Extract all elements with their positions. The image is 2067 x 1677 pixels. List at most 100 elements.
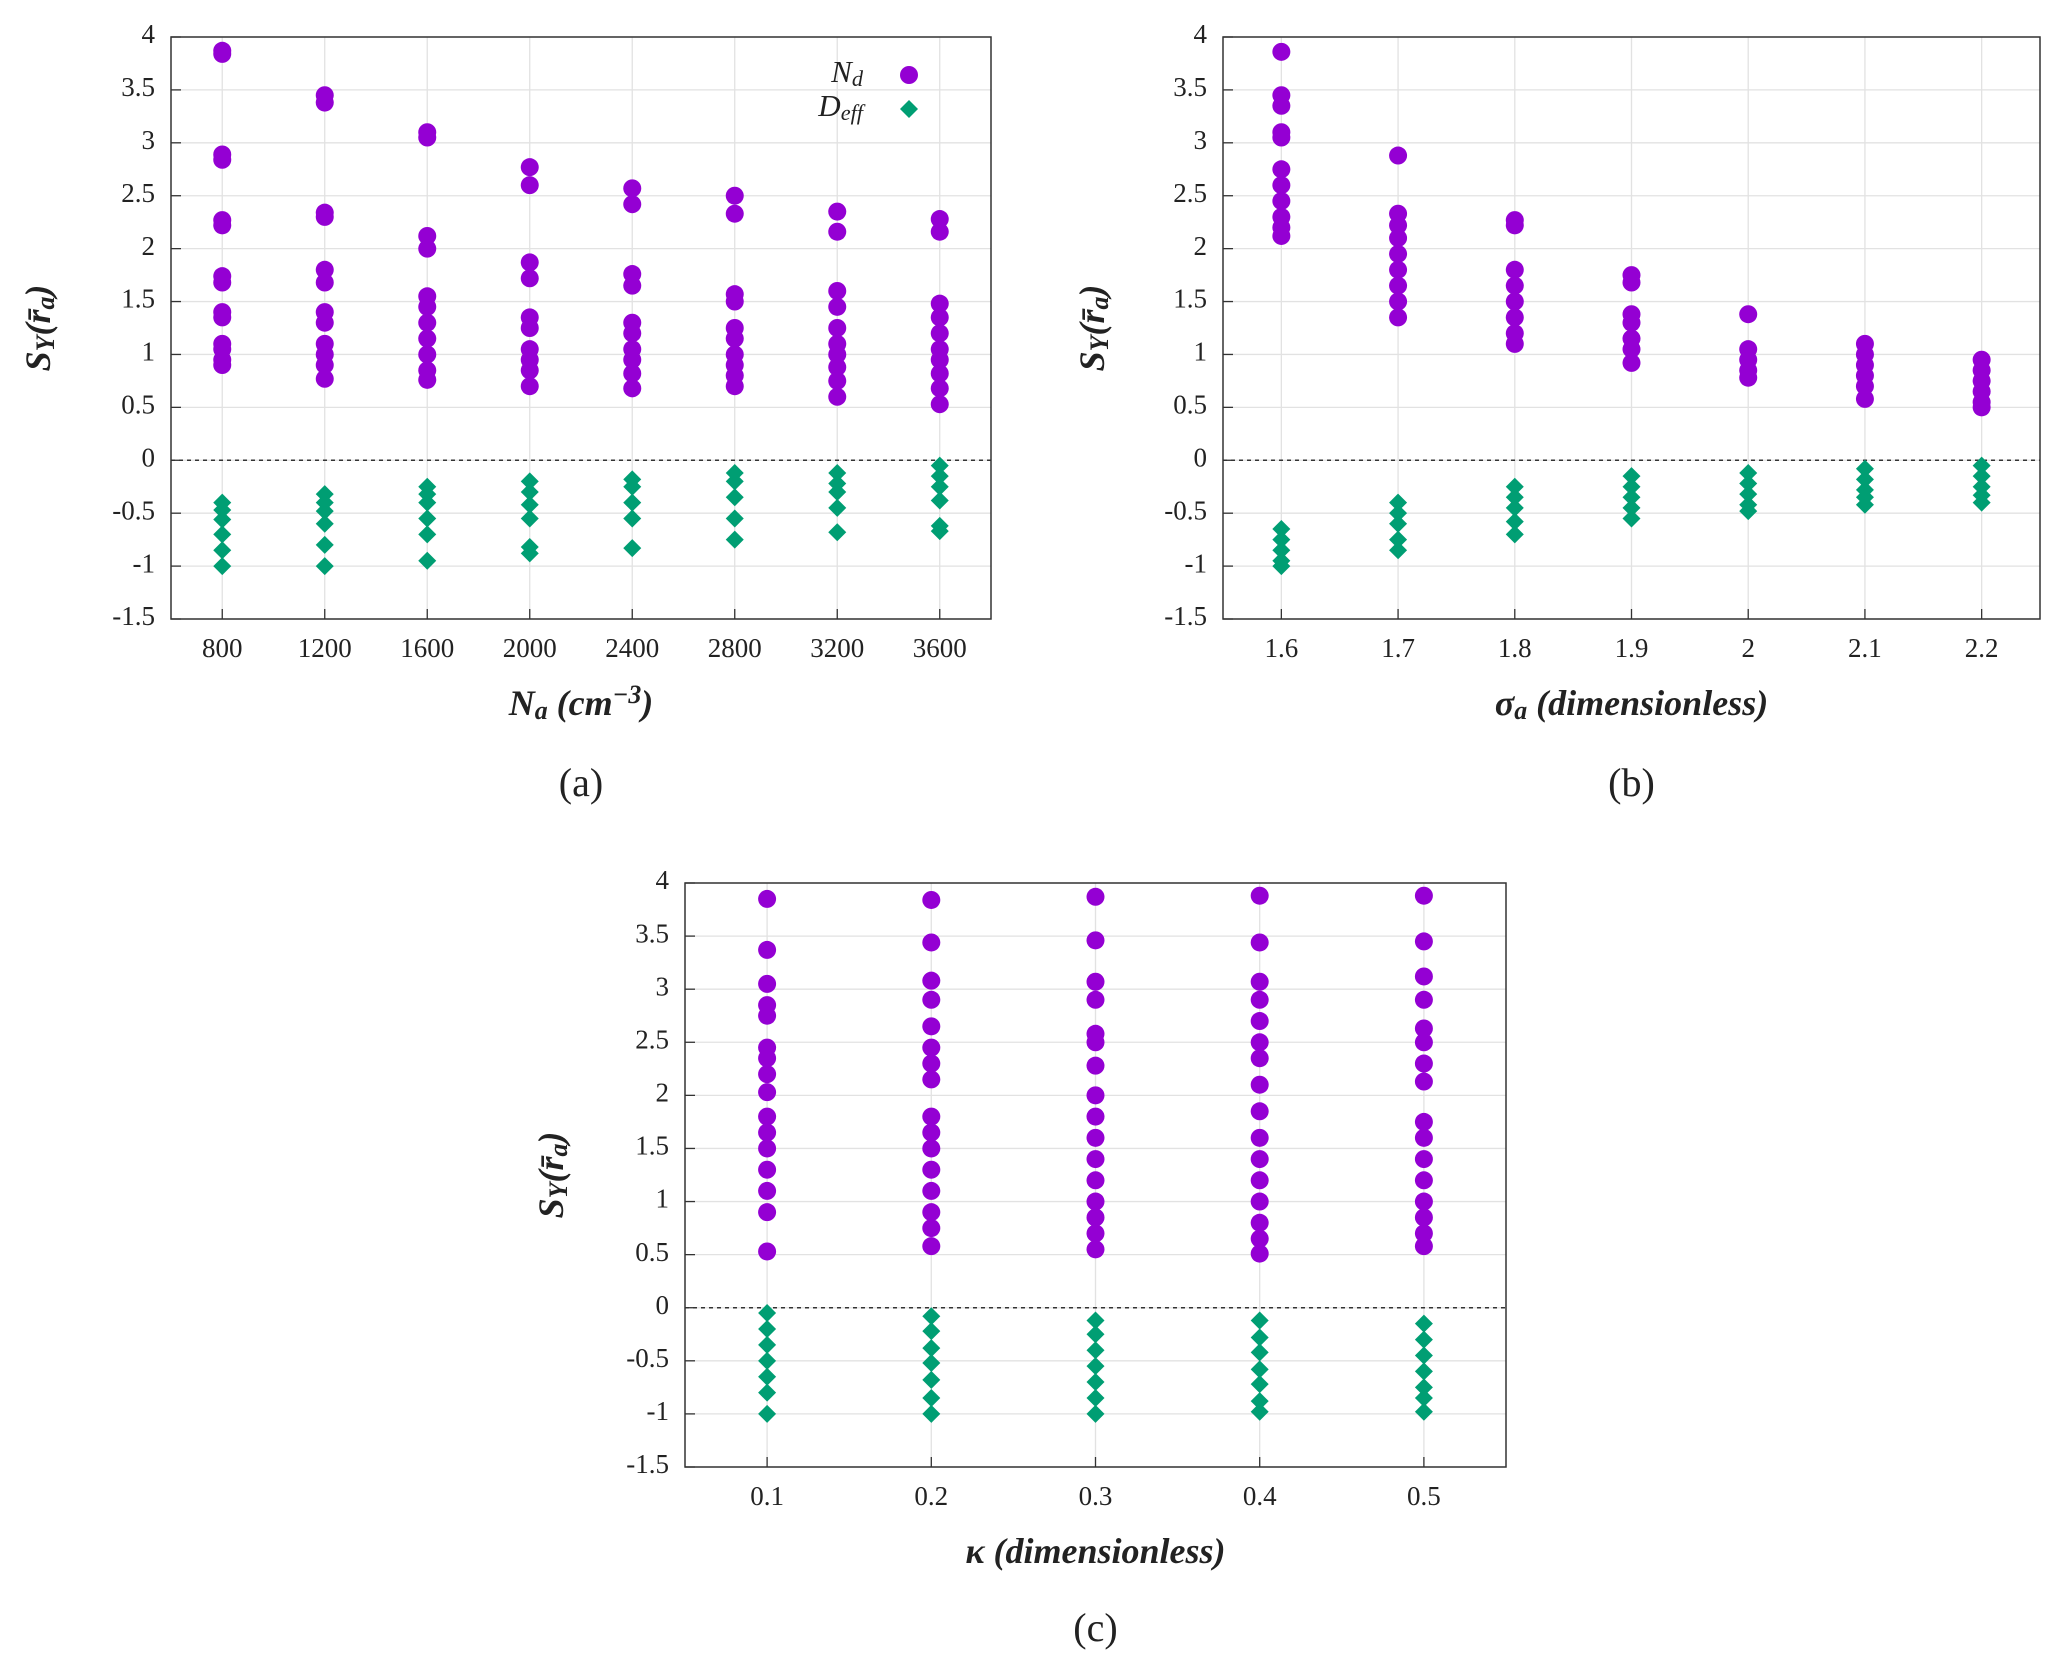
y-tick-label: 3	[142, 125, 156, 155]
point	[1972, 493, 1991, 512]
point	[828, 345, 847, 364]
point	[758, 1083, 777, 1102]
point	[1622, 477, 1641, 496]
point	[930, 222, 949, 241]
point	[828, 463, 847, 482]
point	[623, 364, 642, 383]
point	[315, 514, 334, 533]
point	[213, 150, 232, 169]
y-tick-label: 1	[1194, 337, 1208, 367]
point	[1250, 1375, 1269, 1394]
point	[1414, 990, 1433, 1009]
point	[1250, 1150, 1269, 1169]
point	[1414, 1208, 1433, 1227]
point	[758, 1065, 777, 1084]
point	[922, 1107, 941, 1126]
point	[418, 226, 437, 245]
point	[1855, 459, 1874, 478]
point	[1972, 456, 1991, 475]
point	[623, 350, 642, 369]
point	[1622, 340, 1641, 359]
x-tick-label: 3200	[810, 633, 864, 663]
point	[418, 239, 437, 258]
y-axis-label: SY(r̄a)	[18, 285, 60, 372]
point	[315, 502, 334, 521]
point	[213, 510, 232, 529]
point	[725, 329, 744, 348]
point	[1855, 389, 1874, 408]
point	[1414, 1192, 1433, 1211]
plot-frame	[170, 36, 992, 620]
point	[1622, 488, 1641, 507]
point	[1739, 502, 1758, 521]
point	[758, 974, 777, 993]
point	[930, 522, 949, 541]
point	[1414, 932, 1433, 951]
y-tick-label: -0.5	[626, 1343, 669, 1373]
y-tick-label: -1.5	[112, 601, 155, 631]
point	[758, 1006, 777, 1025]
label-part: N	[830, 54, 854, 89]
point	[828, 297, 847, 316]
x-tick-label: 1.6	[1264, 633, 1298, 663]
point	[1505, 216, 1524, 235]
point	[520, 253, 539, 272]
label-part: (dimensionless)	[1527, 683, 1768, 723]
panel-caption: (b)	[1608, 760, 1655, 805]
y-tick-label: 0	[1194, 442, 1208, 472]
plot-frame	[684, 882, 1507, 1468]
point	[315, 93, 334, 112]
point	[1389, 514, 1408, 533]
point	[758, 1139, 777, 1158]
point	[1972, 467, 1991, 486]
x-tick-label: 0.3	[1079, 1481, 1113, 1511]
point	[418, 297, 437, 316]
point	[1414, 1112, 1433, 1131]
point	[520, 176, 539, 195]
point	[315, 207, 334, 226]
label-part: a	[544, 1144, 573, 1157]
point	[758, 1367, 777, 1386]
point	[1505, 525, 1524, 544]
point	[828, 523, 847, 542]
point	[922, 990, 941, 1009]
point	[922, 1203, 941, 1222]
point	[1389, 308, 1408, 327]
label-part: −3	[613, 680, 642, 709]
y-tick-label: 2	[656, 1078, 670, 1108]
point	[922, 890, 941, 909]
point	[1414, 1314, 1433, 1333]
point	[930, 324, 949, 343]
point	[520, 472, 539, 491]
label-part: (cm	[548, 683, 613, 723]
point	[1505, 477, 1524, 496]
point	[922, 971, 941, 990]
y-tick-label: 1.5	[121, 284, 155, 314]
x-tick-label: 1200	[298, 633, 352, 663]
x-tick-label: 1.8	[1498, 633, 1532, 663]
point	[1389, 216, 1408, 235]
point	[922, 1123, 941, 1142]
point	[315, 273, 334, 292]
point	[1272, 96, 1291, 115]
point	[418, 509, 437, 528]
point	[1250, 1049, 1269, 1068]
point	[623, 539, 642, 558]
point	[1739, 368, 1758, 387]
x-tick-label: 0.4	[1243, 1481, 1277, 1511]
point	[1250, 1171, 1269, 1190]
point	[1414, 1019, 1433, 1038]
point	[1739, 463, 1758, 482]
point	[623, 493, 642, 512]
point	[1086, 1240, 1105, 1259]
x-tick-label: 2800	[708, 633, 762, 663]
point	[758, 1049, 777, 1068]
point	[520, 158, 539, 177]
point	[930, 467, 949, 486]
point	[1250, 990, 1269, 1009]
point	[1250, 886, 1269, 905]
y-tick-label: 2.5	[635, 1024, 669, 1054]
point	[1414, 1330, 1433, 1349]
point	[1972, 398, 1991, 417]
point	[418, 345, 437, 364]
